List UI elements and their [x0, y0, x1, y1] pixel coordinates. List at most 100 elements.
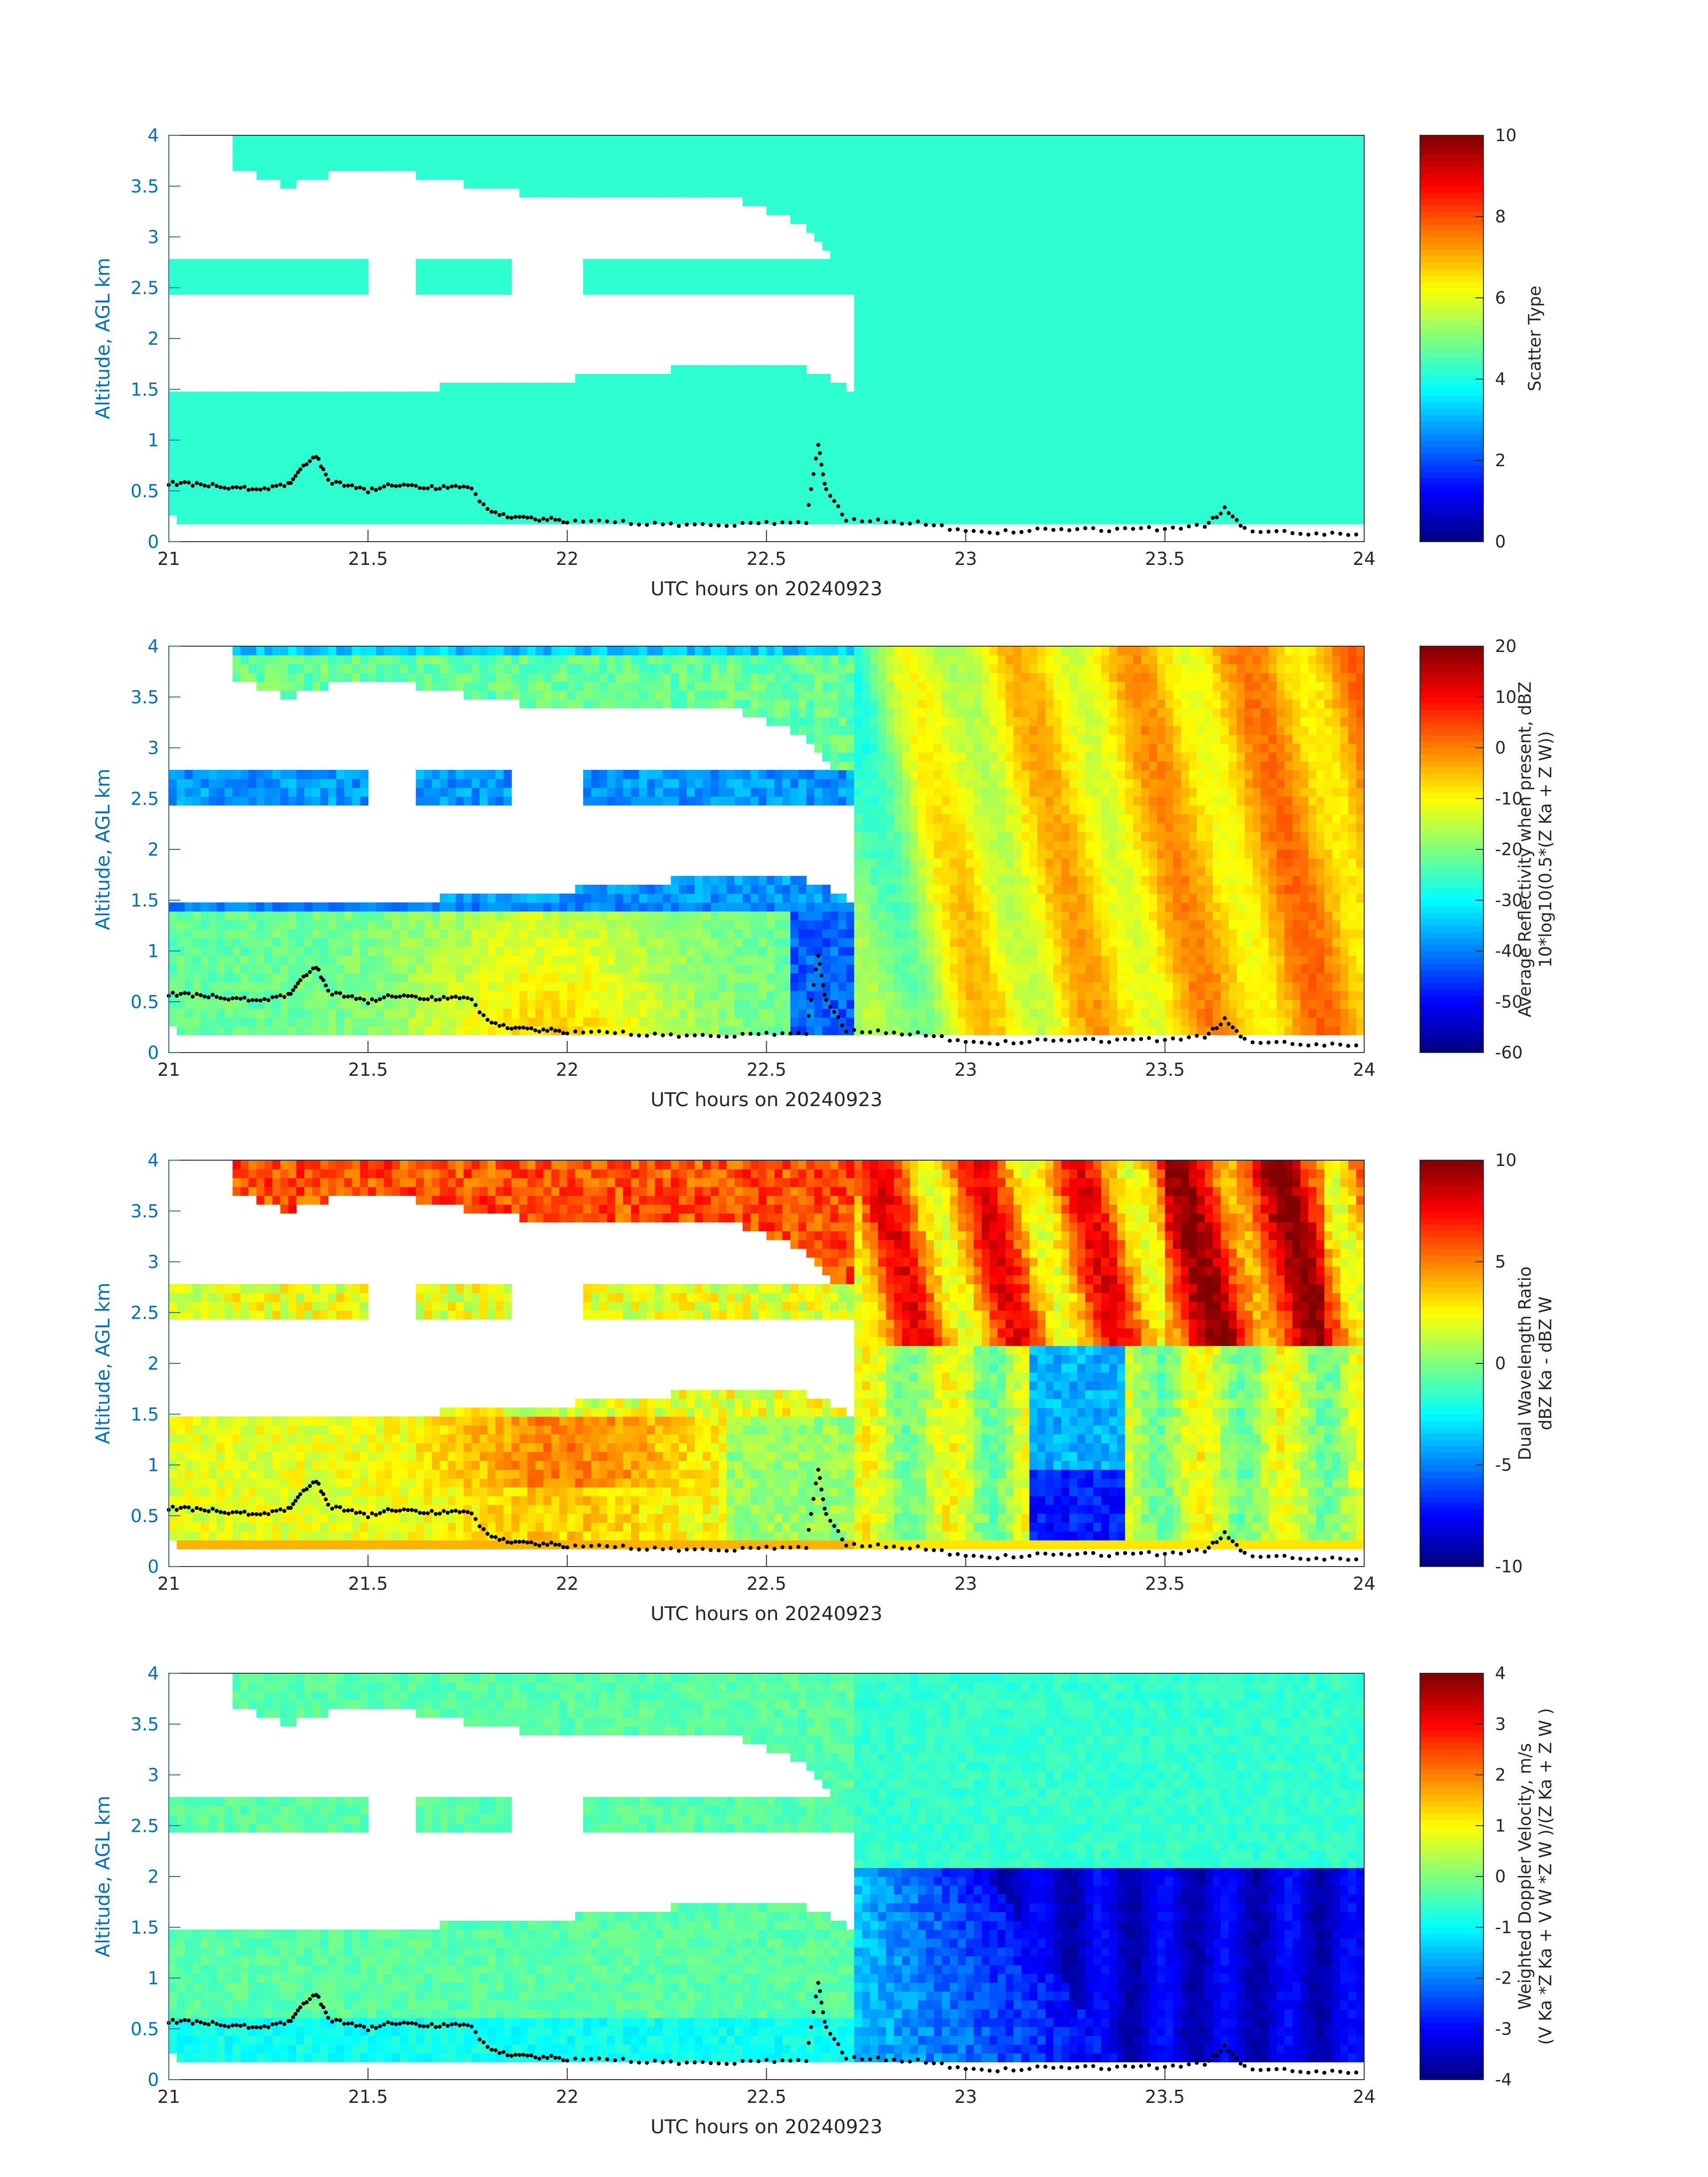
heatmap-cell — [798, 197, 807, 207]
heatmap-cell — [1141, 153, 1149, 163]
heatmap-cell — [679, 409, 687, 418]
heatmap-cell — [392, 462, 401, 472]
heatmap-cell — [687, 153, 695, 163]
heatmap-cell — [1181, 382, 1190, 392]
heatmap-cell — [169, 259, 177, 268]
heatmap-cell — [806, 418, 815, 427]
heatmap-cell — [360, 409, 368, 418]
heatmap-cell — [1308, 135, 1317, 145]
heatmap-cell — [814, 144, 823, 154]
heatmap-cell — [169, 453, 177, 463]
heatmap-cell — [830, 480, 839, 489]
heatmap-cell — [822, 144, 831, 154]
heatmap-cell — [551, 171, 560, 180]
heatmap-cell — [949, 506, 958, 516]
heatmap-cell — [1037, 444, 1046, 454]
heatmap-cell — [1284, 391, 1293, 401]
heatmap-cell — [998, 276, 1006, 286]
heatmap-cell — [846, 223, 855, 233]
heatmap-cell — [838, 471, 847, 481]
heatmap-cell — [1324, 197, 1333, 207]
heatmap-cell — [1061, 489, 1070, 498]
heatmap-cell — [559, 453, 568, 463]
heatmap-cell — [1308, 426, 1317, 436]
heatmap-cell — [1005, 171, 1014, 180]
heatmap-cell — [320, 400, 329, 410]
heatmap-cell — [1253, 391, 1261, 401]
heatmap-cell — [480, 179, 488, 189]
heatmap-cell — [455, 382, 464, 392]
heatmap-cell — [240, 435, 249, 445]
heatmap-cell — [1220, 409, 1229, 418]
heatmap-cell — [949, 294, 958, 304]
heatmap-cell — [1356, 330, 1365, 339]
heatmap-cell — [750, 471, 759, 481]
heatmap-cell — [209, 444, 217, 454]
heatmap-cell — [408, 453, 417, 463]
heatmap-cell — [1340, 497, 1349, 507]
heatmap-cell — [838, 285, 847, 295]
heatmap-cell — [487, 515, 496, 525]
heatmap-cell — [798, 462, 807, 472]
heatmap-cell — [527, 188, 536, 198]
heatmap-cell — [352, 285, 361, 295]
heatmap-cell — [1260, 435, 1269, 445]
heatmap-cell — [344, 259, 353, 268]
heatmap-cell — [1157, 453, 1165, 463]
heatmap-cell — [551, 135, 560, 145]
heatmap-cell — [1165, 471, 1173, 481]
heatmap-cell — [998, 294, 1006, 304]
heatmap-cell — [583, 435, 592, 445]
heatmap-cell — [328, 391, 337, 401]
heatmap-cell — [957, 515, 966, 525]
heatmap-cell — [838, 382, 847, 392]
heatmap-cell — [1021, 250, 1030, 259]
heatmap-cell — [798, 162, 807, 171]
heatmap-cell — [495, 435, 504, 445]
heatmap-cell — [998, 444, 1006, 454]
heatmap-cell — [1268, 321, 1277, 330]
heatmap-cell — [320, 259, 329, 268]
heatmap-cell — [631, 515, 639, 525]
heatmap-cell — [232, 400, 241, 410]
heatmap-cell — [1212, 391, 1221, 401]
heatmap-cell — [575, 418, 584, 427]
heatmap-cell — [623, 374, 631, 383]
heatmap-cell — [1085, 400, 1094, 410]
heatmap-cell — [487, 409, 496, 418]
heatmap-cell — [1085, 453, 1094, 463]
heatmap-cell — [320, 480, 329, 489]
heatmap-cell — [328, 506, 337, 516]
heatmap-cell — [758, 444, 767, 454]
heatmap-cell — [1165, 330, 1173, 339]
heatmap-cell — [1276, 365, 1285, 374]
heatmap-cell — [455, 409, 464, 418]
heatmap-cell — [495, 426, 504, 436]
heatmap-cell — [217, 426, 225, 436]
heatmap-cell — [1005, 418, 1014, 427]
heatmap-cell — [519, 418, 528, 427]
heatmap-cell — [583, 462, 592, 472]
heatmap-cell — [1332, 338, 1341, 348]
heatmap-cell — [870, 391, 879, 401]
heatmap-cell — [671, 426, 679, 436]
heatmap-cell — [1021, 259, 1030, 268]
heatmap-cell — [1236, 188, 1245, 198]
heatmap-cell — [535, 162, 544, 171]
heatmap-cell — [990, 206, 998, 215]
heatmap-cell — [710, 179, 719, 189]
heatmap-cell — [567, 497, 576, 507]
heatmap-cell — [1005, 409, 1014, 418]
heatmap-cell — [1268, 480, 1277, 489]
heatmap-cell — [1125, 330, 1134, 339]
heatmap-cell — [894, 330, 902, 339]
heatmap-cell — [718, 489, 727, 498]
heatmap-cell — [344, 276, 353, 286]
heatmap-cell — [1308, 462, 1317, 472]
heatmap-cell — [1085, 471, 1094, 481]
heatmap-cell — [1236, 365, 1245, 374]
heatmap-cell — [1356, 374, 1365, 383]
heatmap-cell — [1069, 444, 1078, 454]
heatmap-cell — [1077, 506, 1086, 516]
